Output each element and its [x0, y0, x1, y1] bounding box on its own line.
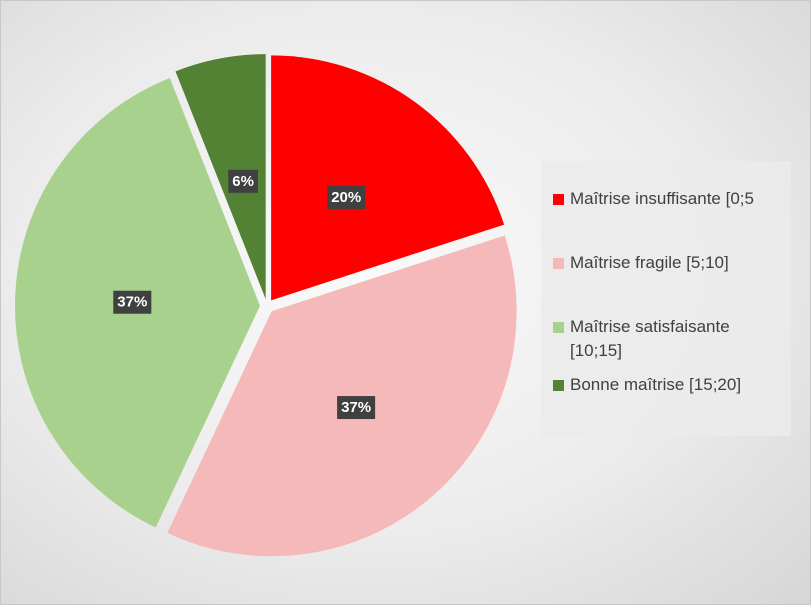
legend-text: Bonne maîtrise [15;20]	[570, 375, 742, 394]
data-label-box	[228, 169, 258, 193]
legend-marker	[553, 258, 564, 269]
legend-marker	[553, 194, 564, 205]
data-label-box	[327, 185, 366, 209]
legend-text: Maîtrise insuffisante [0;5	[570, 189, 754, 208]
data-label: 37%	[337, 396, 376, 420]
legend-marker	[553, 322, 564, 333]
data-label-text: 20%	[331, 189, 361, 206]
data-label-text: 37%	[117, 294, 147, 311]
legend-item: Maîtrise insuffisante [0;5	[553, 187, 791, 211]
data-label: 20%	[327, 185, 366, 209]
legend-item: Maîtrise satisfaisante [10;15]	[553, 315, 791, 363]
data-label-box	[113, 290, 152, 314]
data-label-box	[337, 396, 376, 420]
legend-item: Bonne maîtrise [15;20]	[553, 373, 791, 397]
data-label: 6%	[228, 169, 258, 193]
legend-text: Maîtrise fragile [5;10]	[570, 253, 729, 272]
legend-marker	[553, 380, 564, 391]
pie-slice	[271, 55, 505, 301]
pie-slice	[167, 235, 517, 557]
data-label-text: 6%	[232, 173, 254, 190]
legend: Maîtrise insuffisante [0;5 Maîtrise fragi…	[541, 161, 791, 436]
legend-text: Maîtrise satisfaisante [10;15]	[570, 317, 730, 360]
legend-item: Maîtrise fragile [5;10]	[553, 251, 791, 275]
data-label: 37%	[113, 290, 152, 314]
pie-slice	[175, 54, 266, 300]
data-label-text: 37%	[341, 399, 371, 416]
